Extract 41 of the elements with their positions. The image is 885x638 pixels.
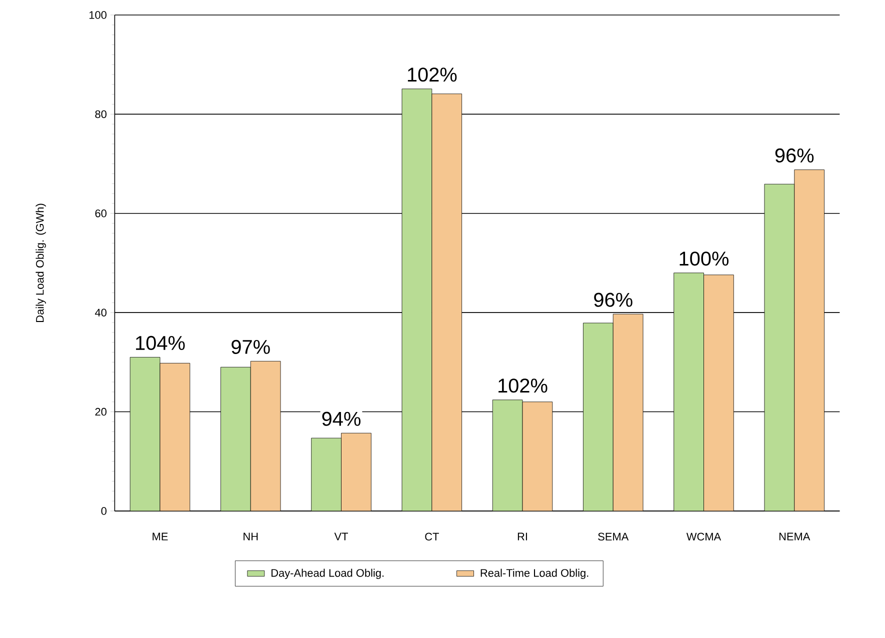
x-tick-label: NEMA xyxy=(779,532,810,540)
annotation: 97% xyxy=(232,340,270,354)
x-tick-label: NH xyxy=(244,532,258,540)
y-tick-label: 20 xyxy=(95,408,106,416)
y-tick-label: 40 xyxy=(94,308,106,316)
x-tick-label: RI xyxy=(518,532,527,540)
bar xyxy=(160,362,190,511)
annotation: 94% xyxy=(322,412,360,426)
bar xyxy=(764,184,795,511)
annotation: 102% xyxy=(498,378,548,393)
bar xyxy=(704,274,734,511)
x-tick-label: VT xyxy=(334,532,348,540)
y-axis-title: Daily Load Oblig. (GWh) xyxy=(36,204,46,322)
bar xyxy=(341,432,372,511)
y-tick-label: 100 xyxy=(89,11,106,19)
bar xyxy=(250,361,281,511)
bar xyxy=(794,170,824,511)
x-tick-label: WCMA xyxy=(686,532,722,541)
bar xyxy=(492,400,523,511)
y-tick-label: 0 xyxy=(101,507,106,515)
legend-label: Day-Ahead Load Oblig. xyxy=(272,568,384,579)
legend-label: Real-Time Load Oblig. xyxy=(480,568,588,579)
bar xyxy=(674,272,704,511)
bar xyxy=(130,357,160,511)
bar xyxy=(220,367,251,511)
annotation: 96% xyxy=(594,292,632,307)
annotation: 104% xyxy=(136,336,185,350)
bar xyxy=(583,322,614,511)
annotation: 96% xyxy=(775,148,814,163)
x-tick-label: SEMA xyxy=(598,532,629,541)
y-tick-label: 80 xyxy=(95,110,106,118)
bar xyxy=(311,438,342,511)
annotation: 100% xyxy=(680,252,729,266)
bar xyxy=(432,94,462,511)
annotation: 102% xyxy=(408,68,457,82)
y-tick-label: 60 xyxy=(95,210,106,218)
x-tick-label: CT xyxy=(425,532,439,541)
x-tick-label: ME xyxy=(152,532,168,540)
bar xyxy=(402,88,432,511)
bar xyxy=(612,314,644,511)
bar xyxy=(522,402,553,511)
